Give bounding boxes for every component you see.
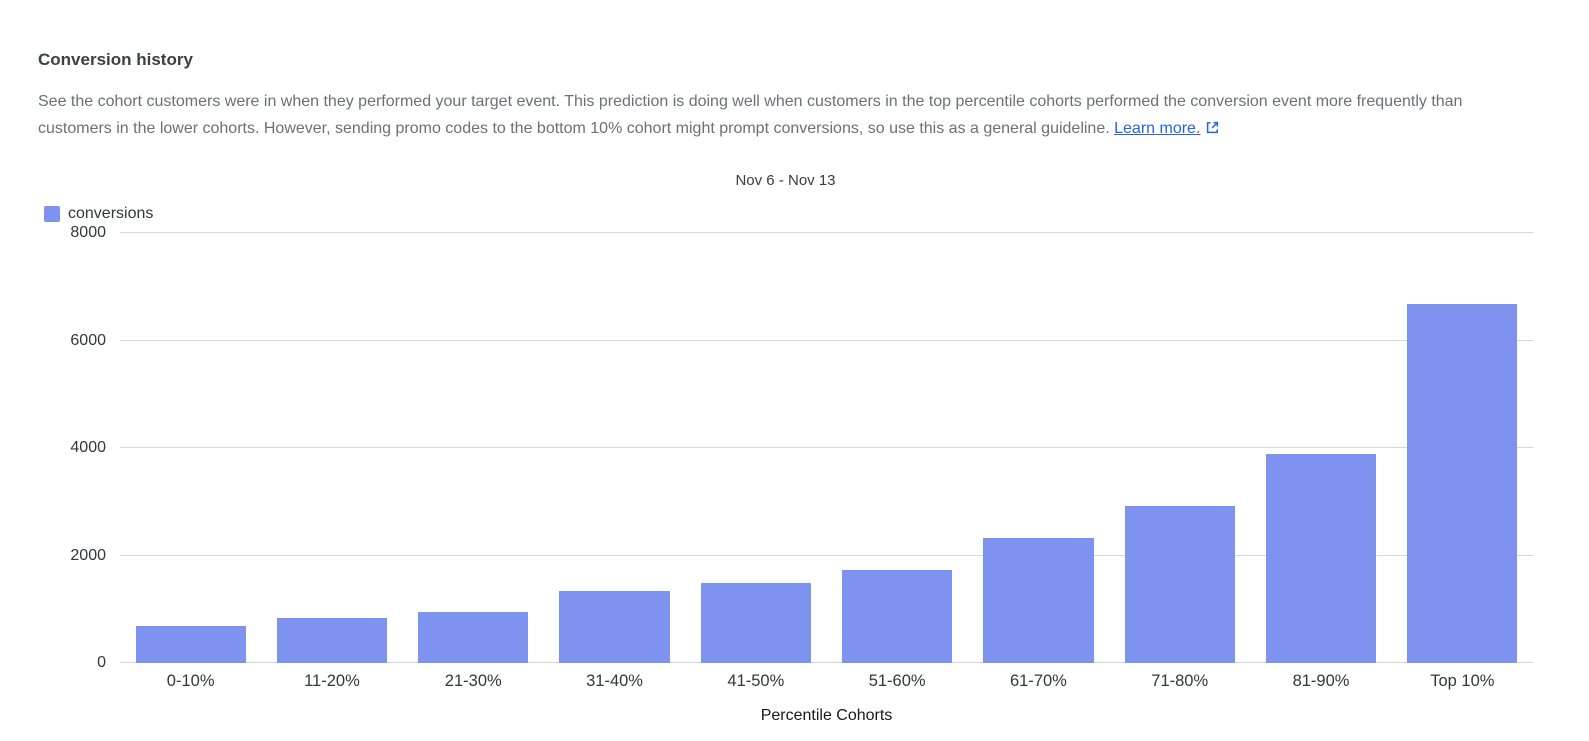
bar-0-10%[interactable] [135,625,246,663]
x-tick-label: 0-10% [166,672,215,690]
conversion-history-panel: Conversion history See the cohort custom… [38,50,1533,725]
gridline [120,447,1533,448]
gridline [120,554,1533,556]
bar-71-80%[interactable] [1124,506,1235,663]
x-tick-label: 51-60% [868,672,926,690]
description-body: See the cohort customers were in when th… [38,93,1463,137]
learn-more-label: Learn more. [1114,120,1201,137]
y-tick-label: 8000 [70,224,106,241]
x-tick-label: 81-90% [1292,672,1350,690]
bar-Top 10%[interactable] [1407,303,1518,663]
bar-band [1109,233,1250,663]
bar-band [1250,233,1391,663]
x-tick-label: 71-80% [1151,672,1209,690]
x-tick-label: 31-40% [586,672,643,690]
page-title: Conversion history [38,50,193,69]
chart-body: 0 2000 4000 6000 8000 [38,224,1533,671]
x-tick-label: 21-30% [444,672,502,690]
x-labels: 0-10% 11-20% 21-30% 31-40% 41-50% 51-60% 61-70… [120,672,1533,691]
bar-11-20%[interactable] [276,617,388,663]
bar-band [261,233,402,663]
learn-more-link[interactable]: Learn more. [1114,120,1220,137]
bar-band [120,233,261,663]
legend: conversions [44,205,1533,223]
bar-band [544,233,685,663]
bar-band [1392,233,1533,663]
bar-band [685,233,826,663]
y-tick-label: 0 [97,654,106,671]
bar-band [403,233,544,663]
x-tick-label: 41-50% [727,672,785,690]
external-link-icon [1205,117,1220,144]
gridline [120,662,1533,663]
y-tick-label: 6000 [70,331,106,349]
x-tick-label: 61-70% [1009,672,1067,690]
gridline [120,339,1533,341]
y-tick-label: 4000 [70,439,106,456]
plot-area [120,232,1533,663]
x-tick-label: Top 10% [1430,672,1495,690]
bar-41-50%[interactable] [700,583,811,663]
legend-label: conversions [68,205,154,222]
conversion-chart: Nov 6 - Nov 13 conversions 0 2000 4000 6000… [38,172,1533,725]
bar-51-60%[interactable] [842,570,953,663]
x-tick-label: 11-20% [304,672,360,690]
legend-swatch-conversions [44,206,60,222]
x-axis-title: Percentile Cohorts [760,707,893,724]
bar-band [968,233,1109,663]
bars [120,233,1533,663]
y-axis: 0 2000 4000 6000 8000 [38,224,120,671]
chart-title: Nov 6 - Nov 13 [735,172,836,189]
bar-31-40%[interactable] [559,590,670,663]
bar-band [826,233,967,663]
y-tick-label: 2000 [70,546,106,564]
bar-61-70%[interactable] [983,538,1094,663]
gridline [120,232,1533,233]
description-text: See the cohort customers were in when th… [38,88,1533,144]
bar-21-30%[interactable] [418,611,529,663]
bar-81-90%[interactable] [1265,454,1377,663]
